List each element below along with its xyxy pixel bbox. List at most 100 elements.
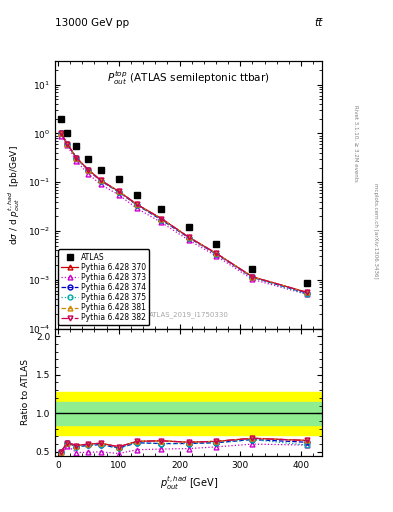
Text: mcplots.cern.ch [arXiv:1306.3436]: mcplots.cern.ch [arXiv:1306.3436]: [373, 183, 378, 278]
Pythia 6.428 375: [86, 167, 91, 174]
Pythia 6.428 374: [305, 290, 309, 296]
Pythia 6.428 381: [59, 131, 63, 137]
Pythia 6.428 374: [65, 140, 70, 146]
Pythia 6.428 373: [186, 237, 191, 243]
Line: ATLAS: ATLAS: [58, 116, 310, 286]
Line: Pythia 6.428 373: Pythia 6.428 373: [59, 133, 310, 297]
Pythia 6.428 381: [250, 274, 255, 280]
ATLAS: [214, 241, 219, 247]
Y-axis label: Ratio to ATLAS: Ratio to ATLAS: [21, 359, 30, 425]
Pythia 6.428 382: [86, 167, 91, 173]
Pythia 6.428 374: [214, 251, 219, 257]
Line: Pythia 6.428 374: Pythia 6.428 374: [59, 131, 310, 295]
Pythia 6.428 374: [98, 178, 103, 184]
ATLAS: [86, 156, 91, 162]
ATLAS: [186, 224, 191, 230]
Text: ATLAS_2019_I1750330: ATLAS_2019_I1750330: [149, 311, 229, 318]
Pythia 6.428 381: [159, 216, 163, 222]
Pythia 6.428 373: [116, 192, 121, 198]
X-axis label: $p_{out}^{t,had}$ [GeV]: $p_{out}^{t,had}$ [GeV]: [160, 475, 218, 492]
Line: Pythia 6.428 382: Pythia 6.428 382: [59, 131, 310, 295]
Pythia 6.428 374: [74, 155, 79, 161]
Pythia 6.428 373: [214, 253, 219, 259]
Pythia 6.428 373: [98, 181, 103, 187]
Pythia 6.428 375: [59, 131, 63, 137]
Pythia 6.428 375: [98, 178, 103, 184]
Pythia 6.428 381: [98, 177, 103, 183]
Pythia 6.428 373: [305, 291, 309, 297]
Text: tt̅: tt̅: [314, 18, 322, 28]
Pythia 6.428 373: [65, 142, 70, 148]
Pythia 6.428 374: [186, 234, 191, 241]
Pythia 6.428 381: [65, 140, 70, 146]
Pythia 6.428 373: [159, 219, 163, 225]
Pythia 6.428 374: [59, 131, 63, 137]
Pythia 6.428 382: [59, 131, 63, 137]
Pythia 6.428 373: [59, 133, 63, 139]
Legend: ATLAS, Pythia 6.428 370, Pythia 6.428 373, Pythia 6.428 374, Pythia 6.428 375, P: ATLAS, Pythia 6.428 370, Pythia 6.428 37…: [58, 249, 149, 326]
Pythia 6.428 374: [86, 167, 91, 174]
Pythia 6.428 375: [135, 202, 140, 208]
ATLAS: [159, 206, 163, 212]
ATLAS: [59, 116, 63, 122]
Pythia 6.428 370: [159, 216, 163, 222]
Text: 13000 GeV pp: 13000 GeV pp: [55, 18, 129, 28]
ATLAS: [98, 167, 103, 173]
ATLAS: [305, 280, 309, 286]
Pythia 6.428 370: [86, 167, 91, 173]
Pythia 6.428 370: [135, 201, 140, 207]
Pythia 6.428 374: [250, 274, 255, 281]
Pythia 6.428 375: [74, 155, 79, 161]
Pythia 6.428 381: [116, 188, 121, 195]
Pythia 6.428 373: [135, 205, 140, 211]
Pythia 6.428 370: [59, 131, 63, 137]
Pythia 6.428 382: [250, 274, 255, 280]
Pythia 6.428 374: [135, 202, 140, 208]
Y-axis label: d$\sigma$ / d $p_{out}^{t,had}$  [pb/GeV]: d$\sigma$ / d $p_{out}^{t,had}$ [pb/GeV]: [7, 145, 22, 245]
ATLAS: [250, 265, 255, 271]
ATLAS: [74, 143, 79, 149]
Pythia 6.428 373: [74, 158, 79, 164]
Pythia 6.428 382: [305, 289, 309, 295]
Pythia 6.428 375: [116, 189, 121, 195]
Pythia 6.428 382: [116, 188, 121, 195]
Pythia 6.428 381: [135, 201, 140, 207]
Pythia 6.428 374: [159, 217, 163, 223]
Text: Rivet 3.1.10, ≥ 3.2M events: Rivet 3.1.10, ≥ 3.2M events: [354, 105, 359, 182]
Pythia 6.428 382: [74, 155, 79, 161]
Pythia 6.428 370: [186, 234, 191, 240]
Line: Pythia 6.428 375: Pythia 6.428 375: [59, 131, 310, 297]
Pythia 6.428 382: [186, 234, 191, 240]
Pythia 6.428 373: [250, 276, 255, 283]
Line: Pythia 6.428 381: Pythia 6.428 381: [59, 131, 310, 295]
Line: Pythia 6.428 370: Pythia 6.428 370: [59, 131, 310, 295]
Pythia 6.428 374: [116, 189, 121, 195]
Pythia 6.428 375: [305, 291, 309, 297]
ATLAS: [65, 131, 70, 137]
Pythia 6.428 381: [74, 155, 79, 161]
Pythia 6.428 370: [65, 140, 70, 146]
Text: $P_{out}^{top}$ (ATLAS semileptonic ttbar): $P_{out}^{top}$ (ATLAS semileptonic ttba…: [107, 70, 270, 88]
Pythia 6.428 375: [65, 140, 70, 146]
Pythia 6.428 375: [159, 217, 163, 223]
Pythia 6.428 370: [305, 289, 309, 295]
Pythia 6.428 381: [186, 234, 191, 240]
Pythia 6.428 375: [186, 234, 191, 241]
Pythia 6.428 382: [214, 250, 219, 257]
ATLAS: [135, 192, 140, 198]
Pythia 6.428 381: [214, 250, 219, 257]
Pythia 6.428 382: [98, 177, 103, 183]
Pythia 6.428 382: [135, 201, 140, 207]
Pythia 6.428 370: [74, 155, 79, 161]
Pythia 6.428 370: [250, 274, 255, 280]
Pythia 6.428 370: [116, 188, 121, 195]
Pythia 6.428 375: [214, 251, 219, 257]
Pythia 6.428 382: [65, 140, 70, 146]
Pythia 6.428 381: [305, 289, 309, 295]
Pythia 6.428 370: [214, 250, 219, 257]
Pythia 6.428 373: [86, 171, 91, 177]
ATLAS: [116, 176, 121, 182]
Pythia 6.428 375: [250, 274, 255, 281]
Pythia 6.428 370: [98, 177, 103, 183]
Pythia 6.428 382: [159, 216, 163, 222]
